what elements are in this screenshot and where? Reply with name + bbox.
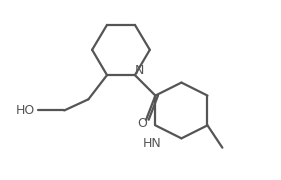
Text: N: N [135, 64, 144, 77]
Text: O: O [137, 117, 147, 130]
Text: HN: HN [142, 136, 161, 150]
Text: HO: HO [16, 104, 35, 117]
